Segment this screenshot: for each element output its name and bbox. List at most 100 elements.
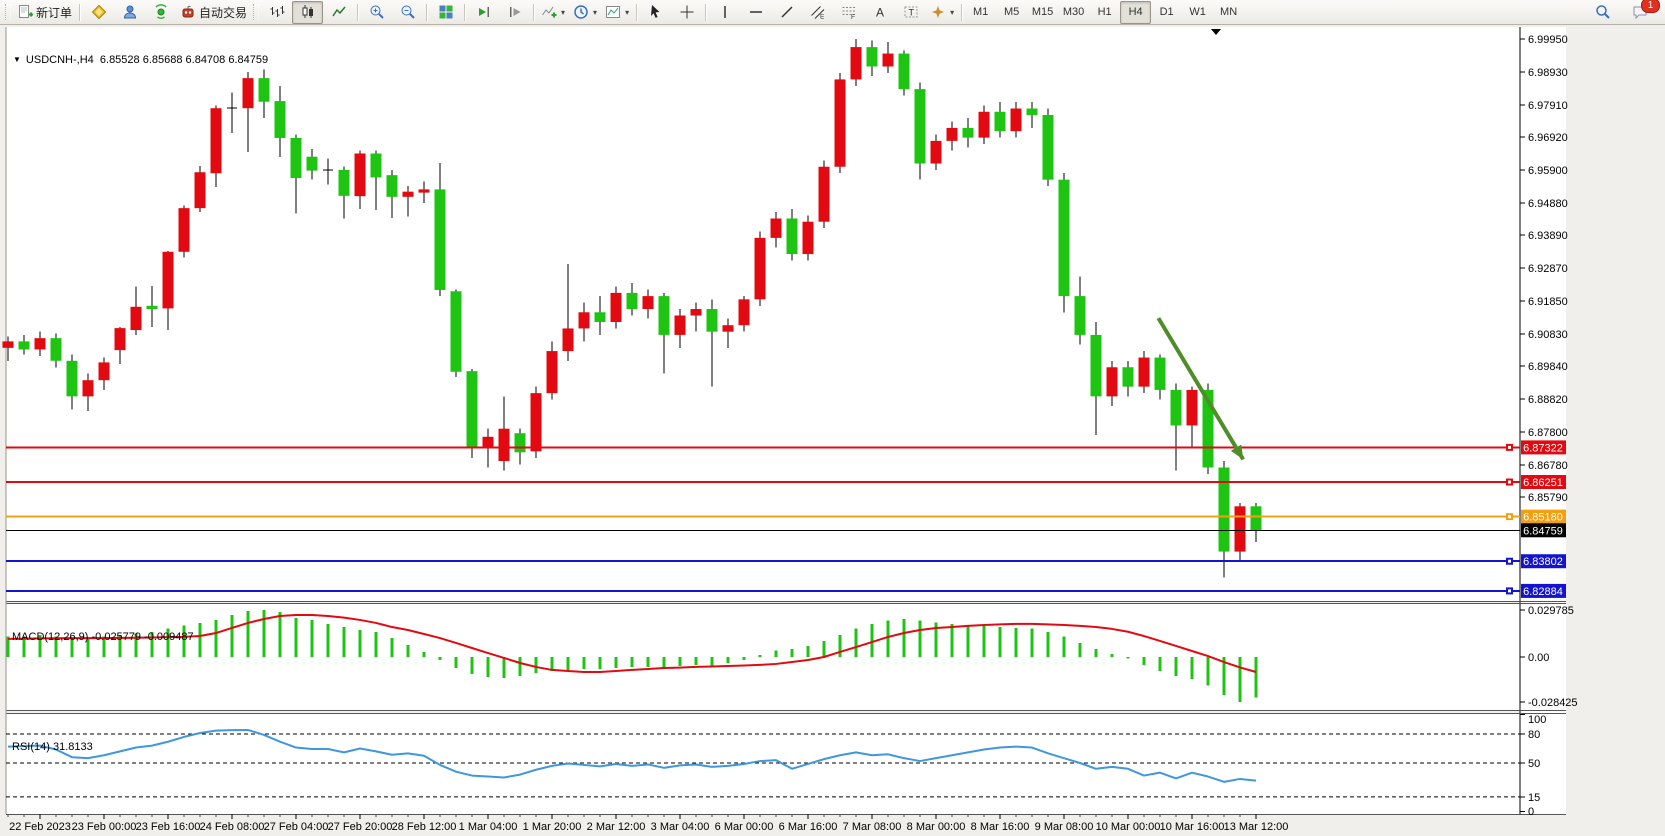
market-button[interactable] [114,1,145,24]
candle [882,53,894,67]
timeframe-m1-button[interactable]: M1 [965,1,996,24]
chart-window[interactable]: 6.87322 6.86251 6.85180 6.84759 6.83802 6.828… [0,25,1665,836]
bar-chart-button[interactable] [261,1,292,24]
candle [450,291,462,372]
candle [674,315,686,335]
crosshair-tool-button[interactable] [671,1,702,24]
zoom-out-icon [401,5,415,19]
timeframe-label: H1 [1097,6,1112,18]
indicators-icon [542,6,557,18]
cursor-tool-button[interactable] [640,1,671,24]
dropdown-caret: ▾ [561,7,566,17]
rsi-tick-label: 100 [1528,714,1546,726]
signals-icon [154,4,167,19]
price-tick-label: 6.89840 [1528,361,1568,373]
candle [962,127,974,138]
candle [1218,467,1230,552]
search-button[interactable] [1587,1,1618,24]
line-chart-button[interactable] [323,1,354,24]
candle [1106,367,1118,397]
candle [114,328,126,351]
price-panel [6,27,1520,601]
candle [898,53,910,90]
timeframe-w1-button[interactable]: W1 [1182,1,1213,24]
community-chat-button[interactable]: 1 [1624,0,1660,24]
time-tick-label: 2 Mar 12:00 [587,821,646,833]
candle [178,208,190,252]
candle [370,153,382,178]
candle [642,296,654,310]
horizontal-line-tool-button[interactable] [740,1,771,24]
price-tick-label: 6.87800 [1528,427,1568,439]
tile-windows-button[interactable] [430,1,461,24]
timeframe-h1-button[interactable]: H1 [1089,1,1120,24]
channel-tool-button[interactable]: E [802,1,833,24]
candle [802,221,814,255]
time-tick-label: 22 Feb 2023 [9,821,71,833]
templates-button[interactable]: ▾ [601,1,633,24]
candle [1170,389,1182,426]
trendline-tool-button[interactable] [771,1,802,24]
arrows-tool-button[interactable]: ▾ [926,1,958,24]
candle [738,299,750,326]
candle [34,338,46,350]
price-axis[interactable] [1520,27,1566,814]
candle [530,393,542,452]
new-order-button[interactable]: 新订单 [13,1,76,24]
candle [834,79,846,167]
time-tick-label: 23 Feb 00:00 [72,821,137,833]
candle [722,325,734,332]
time-axis[interactable] [6,814,1520,836]
candle [514,433,526,453]
zoom-out-button[interactable] [392,1,423,24]
separator [705,3,707,21]
text-label-tool-button[interactable]: T [895,1,926,24]
candle [242,78,254,109]
candle [850,47,862,80]
auto-scroll-button[interactable] [468,1,499,24]
metaeditor-button[interactable] [83,1,114,24]
price-badge-text: 6.84759 [1523,525,1563,537]
timeframe-m30-button[interactable]: M30 [1058,1,1089,24]
svg-text:A: A [876,6,884,20]
candle [930,140,942,164]
vertical-line-tool-button[interactable] [709,1,740,24]
fibonacci-tool-button[interactable]: F [833,1,864,24]
candle [1250,506,1262,531]
candle [546,351,558,394]
candle [418,189,430,193]
price-tick-label: 6.85790 [1528,492,1568,504]
timeframe-m15-button[interactable]: M15 [1027,1,1058,24]
time-tick-label: 8 Mar 16:00 [971,821,1030,833]
axis-strip [1520,27,1566,814]
text-tool-button[interactable]: A [864,1,895,24]
trendline-icon [781,6,793,18]
horizontal-line-icon [749,11,762,13]
timeframe-h4-button[interactable]: H4 [1120,0,1152,24]
candle [770,218,782,238]
candle [386,175,398,197]
candle [402,191,414,197]
zoom-in-button[interactable] [361,1,392,24]
timeframe-d1-button[interactable]: D1 [1151,1,1182,24]
dropdown-caret: ▾ [625,7,630,17]
chart-shift-button[interactable] [499,1,530,24]
trend-arrow-head [1230,444,1244,460]
candlestick-chart-button[interactable] [292,0,324,24]
candle [66,360,78,397]
price-tick-label: 6.97910 [1528,100,1568,112]
timeframe-label: H4 [1128,6,1143,18]
time-tick-label: 24 Feb 08:00 [200,821,265,833]
indicators-button[interactable]: ▾ [537,1,569,24]
periods-button[interactable]: ▾ [569,1,601,24]
rsi-value: 31.8133 [52,741,93,753]
market-icon [123,5,136,19]
rsi-line [7,728,1257,783]
rsi-indicator-label: RSI(14) 31.8133 [12,741,93,753]
auto-trading-button[interactable]: 自动交易 [176,1,251,24]
timeframe-m5-button[interactable]: M5 [996,1,1027,24]
timeframe-mn-button[interactable]: MN [1213,1,1244,24]
one-click-trading-expander[interactable]: ▼ [13,55,21,64]
signals-button[interactable] [145,1,176,24]
